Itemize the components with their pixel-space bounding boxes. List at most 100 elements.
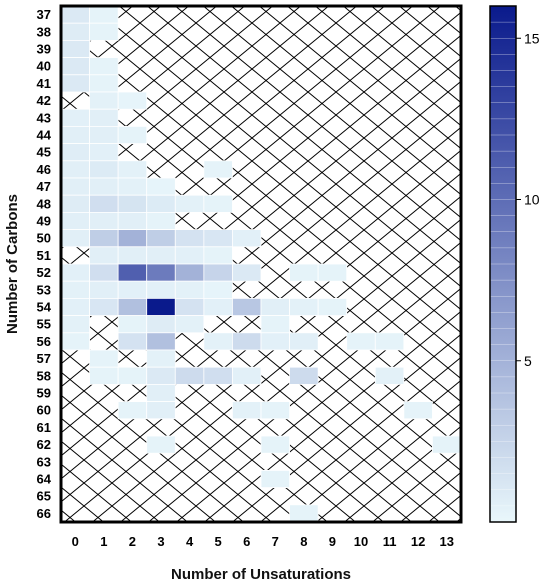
y-tick-label: 57 [37,351,51,366]
heatmap-cell [146,229,176,248]
heatmap-cell [89,366,119,385]
heatmap-cell [117,315,148,334]
heatmap-cell [146,435,176,454]
y-tick-label: 37 [37,7,51,22]
colorbar-tick-label: 10 [524,192,540,208]
y-tick-label: 64 [37,472,52,487]
heatmap-cell [89,91,119,110]
heatmap-cell [146,280,176,299]
heatmap-cell [89,22,119,41]
heatmap-cell [317,263,348,282]
heatmap-cell [146,246,176,265]
heatmap-cell [117,401,148,420]
x-tick-label: 1 [100,534,107,549]
x-tick-label: 6 [243,534,250,549]
heatmap-cell [117,126,148,145]
y-tick-label: 58 [37,368,51,383]
colorbar-tick-label: 5 [524,353,532,369]
y-tick-labels: 37 38 39 40 41 42 43 44 45 46 47 48 49 50 51 52 53 54 55 56… [37,7,52,521]
heatmap-cell [60,229,90,248]
heatmap-cell [260,297,290,316]
y-tick-label: 41 [37,76,51,91]
x-tick-label: 5 [215,534,222,549]
heatmap-cell [203,229,233,248]
heatmap-cell [60,211,90,230]
heatmap-cell [260,469,290,488]
x-tick-label: 10 [354,534,368,549]
heatmap-cell [232,263,262,282]
heatmap-cell [203,332,233,351]
colorbar-tick-label: 15 [524,30,540,46]
plot-frame [59,4,463,524]
heatmap-cell [260,332,290,351]
y-tick-label: 65 [37,489,51,504]
x-tick-label: 4 [186,534,194,549]
heatmap-cell [174,194,205,213]
heatmap-cell [174,297,205,316]
x-tick-label: 0 [72,534,79,549]
heatmap-cell [89,297,119,316]
heatmap-cell [89,194,119,213]
heatmap-cell [403,401,433,420]
heatmap-cell [203,246,233,265]
heatmap-cell [89,349,119,368]
heatmap-cell [289,504,319,523]
y-tick-label: 60 [37,403,51,418]
y-tick-label: 46 [37,162,51,177]
heatmap-cell [89,263,119,282]
heatmap-cell [203,263,233,282]
y-tick-label: 55 [37,317,51,332]
heatmap-cell [89,126,119,145]
x-tick-label: 13 [439,534,453,549]
heatmap-cell [374,366,405,385]
heatmap-cell [60,57,90,76]
heatmap-cell [117,229,148,248]
heatmap-cell [89,143,119,162]
heatmap-cell [60,177,90,196]
heatmap-cell [346,332,376,351]
heatmap-cell [203,366,233,385]
heatmap-cell [117,211,148,230]
heatmap-cell [146,383,176,402]
heatmap-cell [432,435,462,454]
heatmap-cell [317,297,348,316]
heatmap-cell [146,332,176,351]
y-tick-label: 51 [37,248,51,263]
heatmap-cell [89,108,119,127]
heatmap-cell [117,263,148,282]
heatmap-cell [117,246,148,265]
heatmap-cell [232,366,262,385]
x-tick-label: 9 [329,534,336,549]
y-tick-label: 59 [37,386,51,401]
heatmap-cell [89,57,119,76]
y-tick-label: 50 [37,231,51,246]
y-tick-label: 40 [37,59,51,74]
heatmap-cell [146,194,176,213]
heatmap-cell [60,40,90,59]
heatmap-cell [89,229,119,248]
heatmap-cell [289,332,319,351]
x-tick-label: 12 [411,534,425,549]
heatmap-cell [146,263,176,282]
heatmap-cell [174,280,205,299]
heatmap-cell [89,74,119,93]
heatmap-cell [232,332,262,351]
heatmap-cell [117,366,148,385]
heatmap-cell [174,315,205,334]
heatmap-cell [89,177,119,196]
colorbar: 5 10 15 [489,5,540,523]
heatmap-cell [117,332,148,351]
x-axis-title: Number of Unsaturations [171,566,351,583]
heatmap-cell [60,194,90,213]
heatmap-cell [146,401,176,420]
y-tick-label: 44 [37,128,52,143]
heatmap-cell [289,366,319,385]
x-tick-label: 2 [129,534,136,549]
heatmap-cell [232,297,262,316]
y-tick-label: 56 [37,334,51,349]
heatmap-cell [117,91,148,110]
y-tick-label: 63 [37,454,51,469]
y-tick-label: 54 [37,300,52,315]
heatmap-cell [203,280,233,299]
